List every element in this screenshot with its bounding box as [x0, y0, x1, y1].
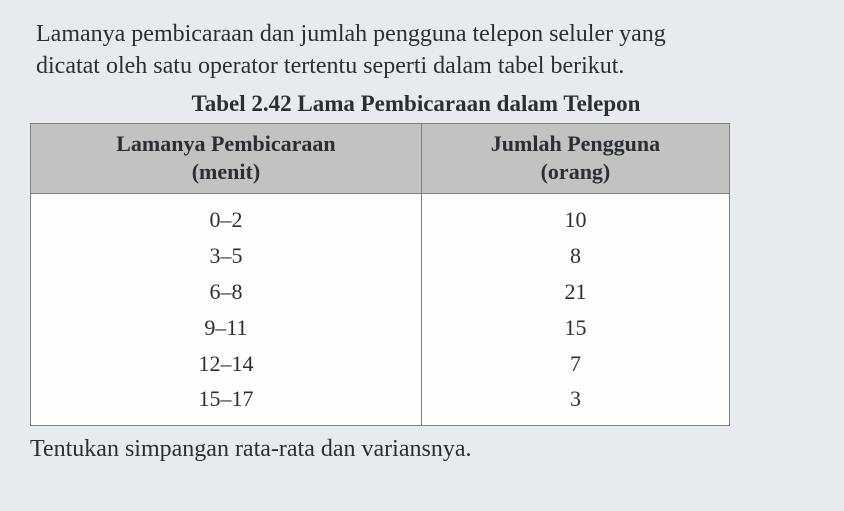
cell-range: 9–11 — [31, 310, 422, 346]
col2-header-line2: (orang) — [541, 159, 611, 184]
intro-line-1: Lamanya pembicaraan dan jumlah pengguna … — [36, 21, 666, 47]
table-row: 0–2 10 — [31, 193, 730, 237]
col2-header-line1: Jumlah Pengguna — [491, 131, 660, 156]
footer-question: Tentukan simpangan rata-rata dan varians… — [30, 436, 816, 463]
intro-paragraph: Lamanya pembicaraan dan jumlah pengguna … — [36, 18, 816, 83]
table-row: 3–5 8 — [31, 238, 730, 274]
table-row: 6–8 21 — [31, 274, 730, 310]
cell-range: 3–5 — [31, 238, 422, 274]
data-table: Lamanya Pembicaraan (menit) Jumlah Pengg… — [30, 123, 730, 427]
cell-count: 7 — [421, 346, 729, 382]
intro-line-2: dicatat oleh satu operator tertentu sepe… — [36, 53, 624, 79]
col1-header-line2: (menit) — [192, 159, 260, 184]
col1-header: Lamanya Pembicaraan (menit) — [31, 123, 422, 193]
col1-header-line1: Lamanya Pembicaraan — [116, 131, 335, 156]
table-title: Tabel 2.42 Lama Pembicaraan dalam Telepo… — [16, 91, 816, 117]
cell-count: 10 — [421, 193, 729, 237]
cell-range: 0–2 — [31, 193, 422, 237]
cell-count: 15 — [421, 310, 729, 346]
table-header-row: Lamanya Pembicaraan (menit) Jumlah Pengg… — [31, 123, 730, 193]
col2-header: Jumlah Pengguna (orang) — [421, 123, 729, 193]
cell-range: 12–14 — [31, 346, 422, 382]
table-row: 12–14 7 — [31, 346, 730, 382]
table-row: 9–11 15 — [31, 310, 730, 346]
table-row: 15–17 3 — [31, 381, 730, 425]
cell-count: 8 — [421, 238, 729, 274]
cell-range: 6–8 — [31, 274, 422, 310]
cell-range: 15–17 — [31, 381, 422, 425]
cell-count: 21 — [421, 274, 729, 310]
cell-count: 3 — [421, 381, 729, 425]
